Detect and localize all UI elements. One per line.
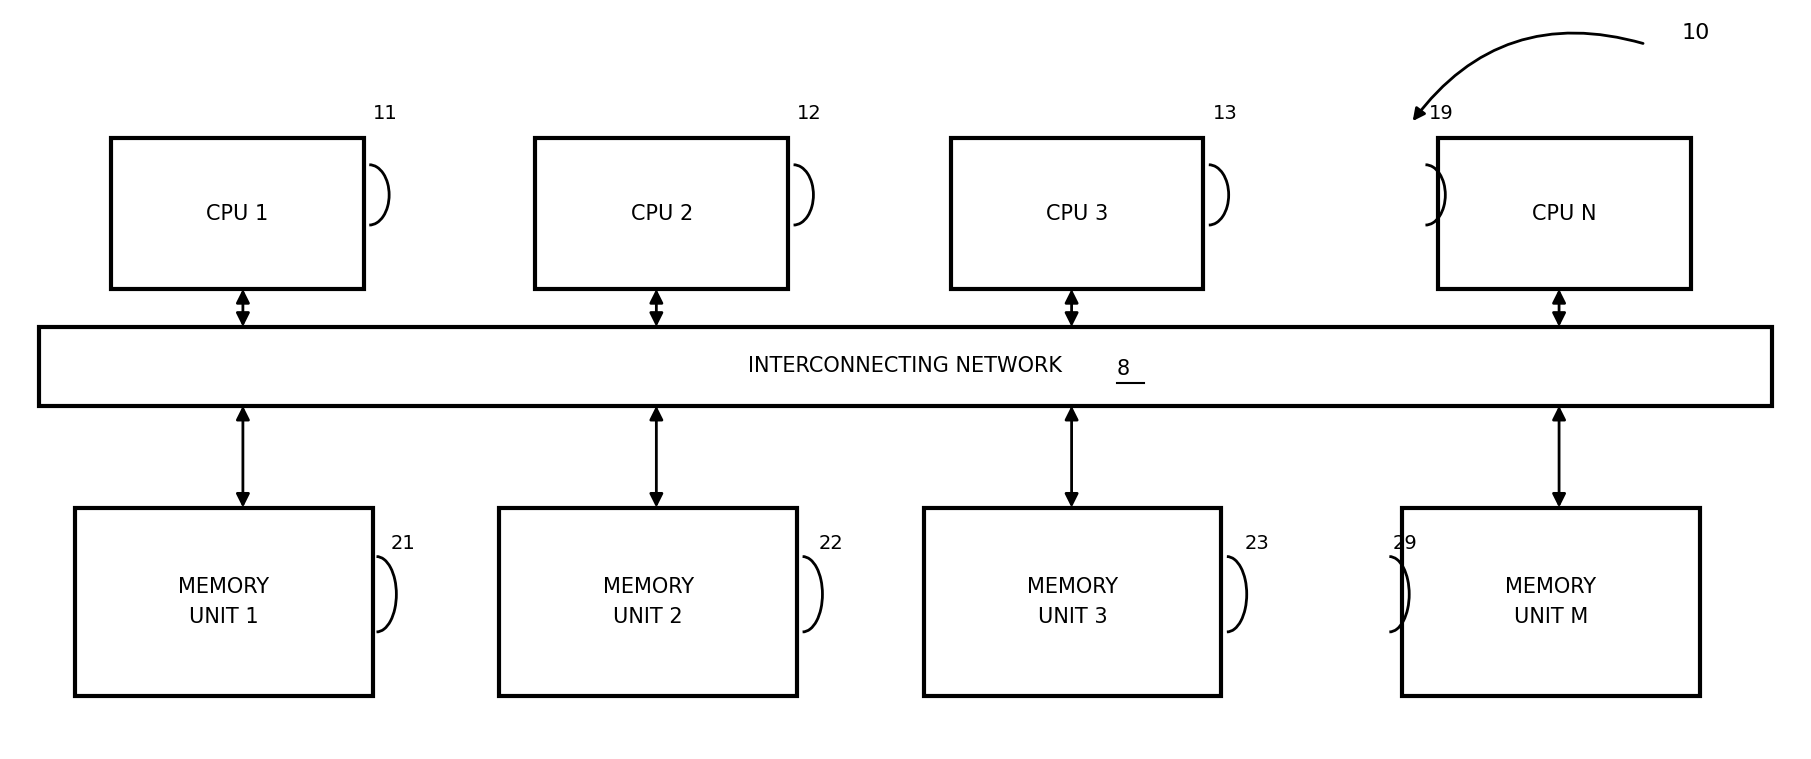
Text: CPU N: CPU N <box>1532 203 1597 224</box>
Text: 23: 23 <box>1244 534 1270 553</box>
Text: MEMORY
UNIT 1: MEMORY UNIT 1 <box>177 577 270 627</box>
FancyBboxPatch shape <box>110 138 364 289</box>
FancyBboxPatch shape <box>500 508 797 696</box>
FancyBboxPatch shape <box>1438 138 1691 289</box>
Text: MEMORY
UNIT 2: MEMORY UNIT 2 <box>603 577 694 627</box>
FancyBboxPatch shape <box>38 327 1773 406</box>
Text: 21: 21 <box>391 534 417 553</box>
Text: 22: 22 <box>819 534 844 553</box>
Text: 13: 13 <box>1212 104 1237 123</box>
Text: MEMORY
UNIT 3: MEMORY UNIT 3 <box>1027 577 1117 627</box>
Text: 10: 10 <box>1682 23 1710 43</box>
Text: CPU 1: CPU 1 <box>206 203 268 224</box>
Text: 29: 29 <box>1393 534 1418 553</box>
FancyBboxPatch shape <box>1402 508 1701 696</box>
Text: INTERCONNECTING NETWORK: INTERCONNECTING NETWORK <box>748 356 1063 376</box>
Text: MEMORY
UNIT M: MEMORY UNIT M <box>1505 577 1597 627</box>
FancyBboxPatch shape <box>951 138 1203 289</box>
Text: 8: 8 <box>1117 359 1130 379</box>
Text: CPU 3: CPU 3 <box>1047 203 1108 224</box>
FancyBboxPatch shape <box>74 508 373 696</box>
FancyBboxPatch shape <box>536 138 788 289</box>
Text: 11: 11 <box>373 104 398 123</box>
Text: CPU 2: CPU 2 <box>630 203 694 224</box>
Text: 19: 19 <box>1429 104 1454 123</box>
Text: 12: 12 <box>797 104 822 123</box>
FancyBboxPatch shape <box>924 508 1221 696</box>
